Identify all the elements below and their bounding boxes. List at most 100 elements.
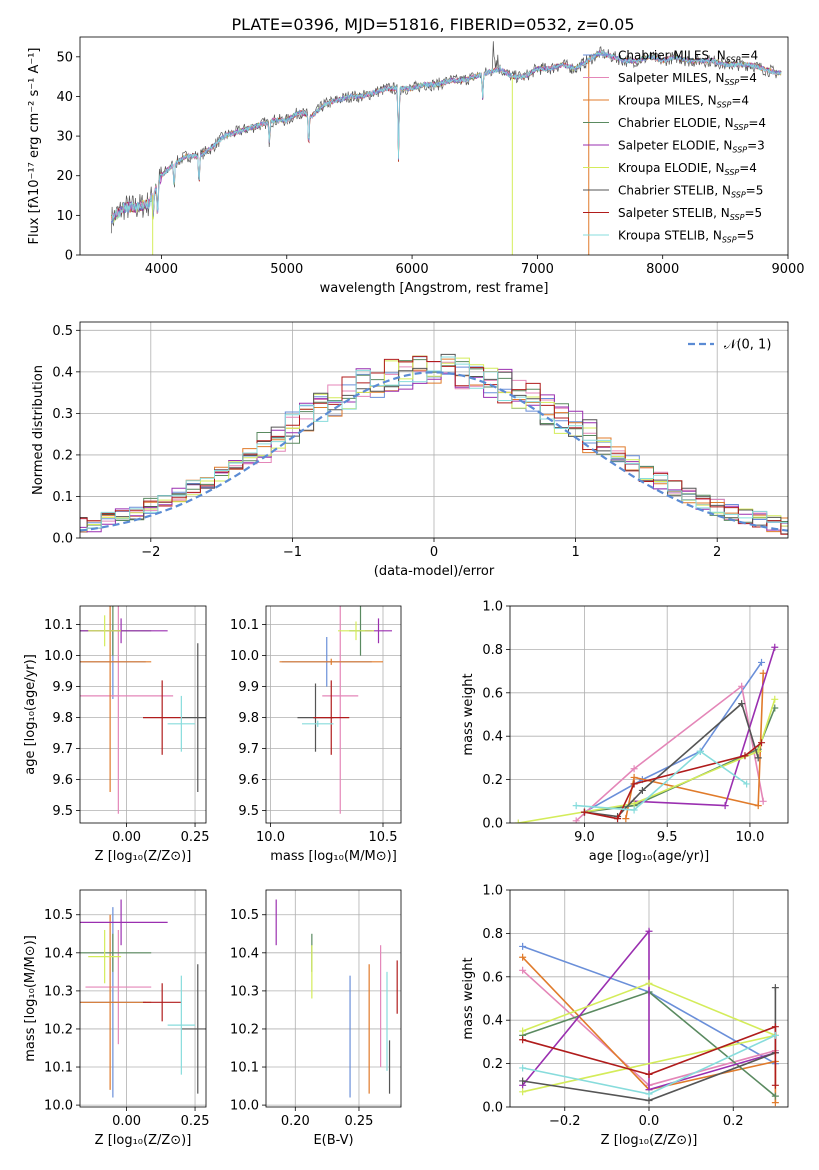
series-marker-kroupa_stelib [519, 1064, 527, 1072]
y-tick-label: 10.5 [230, 908, 259, 923]
x-tick-label: 0.25 [181, 830, 210, 845]
y-tick-label: 40 [56, 90, 73, 105]
y-tick-label: 10.4 [230, 946, 259, 961]
y-tick-label: 0 [65, 249, 73, 264]
x-tick-label: 9000 [771, 262, 804, 277]
y-tick-label: 0.8 [482, 643, 503, 658]
y-tick-label: 0.2 [52, 448, 73, 463]
y-axis-label: mass [log₁₀(M/M⊙)] [23, 935, 38, 1062]
plot-area [110, 41, 782, 255]
series-marker-kroupa_stelib [630, 806, 638, 814]
series-marker-chabrier_miles [519, 942, 527, 950]
y-tick-label: 0.4 [482, 730, 503, 745]
axes-frame [79, 36, 789, 256]
x-axis-label: wavelength [Angstrom, rest frame] [320, 281, 549, 296]
x-tick-label: 0.20 [281, 1114, 310, 1129]
y-tick-label: 9.8 [238, 711, 259, 726]
y-tick-label: 20 [56, 169, 73, 184]
legend-label: Salpeter STELIB, NSSP=5 [618, 206, 762, 222]
series-marker-kroupa_elodie [514, 819, 522, 823]
y-tick-label: 0.4 [482, 1014, 503, 1029]
y-tick-label: 10.0 [230, 1099, 259, 1114]
y-tick-label: 9.9 [238, 680, 259, 695]
series-line-salpeter_stelib [522, 1025, 777, 1086]
x-axis-label: Z [log₁₀(Z/Z⊙)] [601, 1133, 698, 1148]
panel-mass_vs_Z: 0.00 0.25 10.0 10.1 10.2 10.3 10.4 10.5 Z [log₁₀… [23, 889, 210, 1148]
y-tick-label: 1.0 [482, 884, 503, 899]
series-marker-salpeter_elodie [721, 802, 729, 810]
series-marker-kroupa_miles [754, 802, 762, 810]
axes-frame [509, 605, 789, 824]
x-tick-label: 8000 [646, 262, 679, 277]
y-tick-label: 10.2 [230, 1022, 259, 1037]
y-tick-label: 10.0 [44, 1099, 73, 1114]
series-marker-salpeter_stelib [519, 1036, 527, 1044]
x-tick-label: 10.0 [735, 830, 764, 845]
y-tick-label: 10.1 [230, 1061, 259, 1076]
panel-weight_vs_age: 9.0 9.5 10.0 0.0 0.2 0.4 0.6 0.8 1.0 age [log₁₀(a… [461, 600, 789, 864]
panel-age_vs_Z: 0.00 0.25 9.5 9.6 9.7 9.8 9.9 10.0 10.1 Z [log₁₀(… [23, 605, 210, 864]
y-tick-label: 10.1 [44, 618, 73, 633]
series-marker-chabrier_elodie [771, 1092, 779, 1100]
y-tick-label: 0.0 [482, 817, 503, 832]
legend-label: Kroupa ELODIE, NSSP=4 [618, 161, 757, 177]
series-marker-kroupa_miles [519, 953, 527, 961]
plot-area [80, 353, 788, 535]
series-marker-chabrier_stelib [638, 786, 646, 794]
series-marker-salpeter_stelib [580, 808, 588, 816]
series-marker-salpeter_stelib [758, 739, 766, 747]
series-line-kroupa_miles [625, 673, 764, 819]
y-tick-label: 9.7 [52, 742, 73, 757]
x-tick-label: 10.5 [369, 830, 398, 845]
y-tick-label: 0.0 [52, 532, 73, 547]
plot-area [514, 643, 779, 823]
y-tick-label: 30 [56, 130, 73, 145]
legend-label: Chabrier STELIB, NSSP=5 [618, 184, 763, 200]
series-marker-chabrier_stelib [645, 1096, 653, 1104]
x-tick-label: 0.00 [112, 830, 141, 845]
y-tick-label: 9.6 [52, 773, 73, 788]
x-tick-label: 0 [430, 545, 438, 560]
y-tick-label: 10.5 [44, 908, 73, 923]
x-axis-label: E(B-V) [313, 1133, 353, 1148]
x-tick-label: 0.00 [112, 1114, 141, 1129]
x-axis-label: Z [log₁₀(Z/Z⊙)] [95, 849, 192, 864]
panel-residuals: −2 −1 0 1 2 0.0 0.1 0.2 0.3 0.4 0.5 (data-model)/er… [31, 321, 789, 579]
y-axis-label: Flux [fλ10⁻¹⁷ erg cm⁻² s⁻¹ A⁻¹] [27, 48, 42, 245]
y-tick-label: 10.3 [44, 984, 73, 999]
gaussian-curve [80, 371, 788, 532]
y-tick-label: 0.4 [52, 365, 73, 380]
series-marker-kroupa_stelib [696, 747, 704, 755]
y-tick-label: 9.9 [52, 680, 73, 695]
series-marker-salpeter_stelib [645, 1070, 653, 1078]
series-marker-salpeter_miles [572, 817, 580, 823]
y-tick-label: 10.1 [44, 1061, 73, 1076]
y-tick-label: 9.8 [52, 711, 73, 726]
series-marker-kroupa_miles [630, 773, 638, 781]
x-tick-label: −0.2 [549, 1114, 581, 1129]
y-tick-label: 0.6 [482, 686, 503, 701]
series-marker-salpeter_stelib [614, 815, 622, 823]
y-tick-label: 0.8 [482, 927, 503, 942]
y-tick-label: 9.5 [238, 804, 259, 819]
y-tick-label: 9.7 [238, 742, 259, 757]
x-tick-label: 0.0 [639, 1114, 660, 1129]
series-line-chabrier_stelib [522, 987, 777, 1102]
axes-frame [265, 889, 402, 1108]
hist-step-kroupa_stelib [80, 356, 788, 530]
series-marker-salpeter_elodie [771, 643, 779, 651]
x-axis-label: (data-model)/error [374, 564, 495, 579]
y-tick-label: 10.1 [230, 618, 259, 633]
y-axis-label: mass weight [461, 673, 476, 755]
y-tick-label: 10.0 [44, 649, 73, 664]
y-tick-label: 50 [56, 50, 73, 65]
y-tick-label: 10 [56, 209, 73, 224]
plot-area [275, 899, 398, 1098]
legend-label: Chabrier MILES, NSSP=4 [618, 49, 758, 65]
x-tick-label: 5000 [270, 262, 303, 277]
x-tick-label: 0.2 [723, 1114, 744, 1129]
axes-frame [509, 889, 789, 1108]
series-marker-salpeter_stelib [771, 1023, 779, 1031]
y-tick-label: 9.6 [238, 773, 259, 788]
